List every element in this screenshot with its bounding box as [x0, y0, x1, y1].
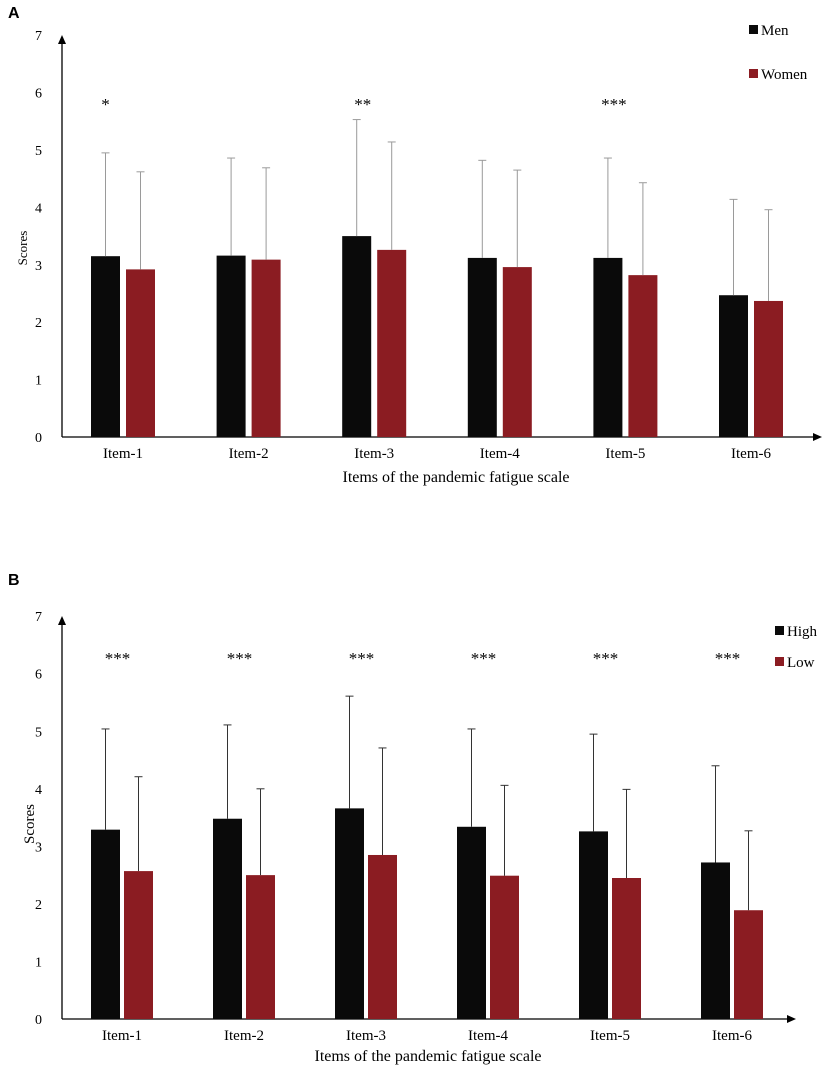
legend-label-high: High [787, 624, 818, 640]
y-tick-label-a: 7 [35, 29, 42, 44]
category-label-a: Item-1 [103, 446, 143, 462]
bar-b-low-3 [368, 854, 397, 1019]
category-label-b: Item-6 [712, 1028, 752, 1044]
y-axis-title-b: Scores [22, 804, 38, 844]
y-tick-label-b: 0 [35, 1013, 42, 1028]
y-tick-label-b: 6 [35, 668, 42, 683]
category-label-b: Item-5 [590, 1028, 630, 1044]
y-tick-label-b: 5 [35, 725, 42, 740]
bar-b-low-6 [734, 910, 763, 1019]
y-tick-label-a: 0 [35, 431, 42, 446]
bar-a-men-1 [91, 256, 120, 437]
y-tick-label-a: 6 [35, 87, 42, 102]
significance-marker-b: *** [593, 649, 619, 668]
significance-marker-b: *** [715, 649, 741, 668]
legend-label-men: Men [761, 23, 789, 39]
bar-b-high-3 [335, 808, 364, 1019]
y-tick-label-b: 7 [35, 610, 42, 625]
legend-swatch-men [749, 25, 758, 34]
x-axis-arrow-b [787, 1015, 796, 1023]
panel-label-a: A [8, 5, 20, 22]
bar-a-men-4 [467, 257, 497, 437]
significance-marker-a: ** [354, 95, 371, 114]
panel-label-b: B [8, 572, 20, 589]
significance-marker-b: *** [227, 649, 253, 668]
y-tick-label-a: 1 [35, 374, 42, 389]
bar-a-men-5 [593, 257, 623, 437]
category-label-a: Item-6 [731, 446, 771, 462]
bar-b-low-5 [612, 878, 641, 1019]
category-label-a: Item-2 [229, 446, 269, 462]
category-label-b: Item-4 [468, 1028, 508, 1044]
bar-a-men-2 [216, 255, 246, 437]
category-label-a: Item-5 [605, 446, 645, 462]
x-axis-title-b: Items of the pandemic fatigue scale [314, 1048, 541, 1065]
bar-b-low-4 [490, 875, 519, 1019]
legend-swatch-women [749, 69, 758, 78]
y-tick-label-a: 3 [35, 259, 42, 274]
bar-b-high-5 [579, 831, 608, 1019]
y-tick-label-a: 2 [35, 316, 42, 331]
bar-b-low-2 [246, 875, 275, 1019]
legend-label-women: Women [761, 67, 808, 83]
category-label-b: Item-2 [224, 1028, 264, 1044]
y-tick-label-b: 2 [35, 898, 42, 913]
y-tick-label-b: 1 [35, 955, 42, 970]
category-label-b: Item-1 [102, 1028, 142, 1044]
significance-marker-b: *** [471, 649, 497, 668]
bar-a-women-2 [251, 259, 281, 437]
bar-a-men-3 [342, 236, 372, 437]
y-tick-label-b: 4 [35, 783, 42, 798]
y-axis-title-a: Scores [15, 231, 30, 266]
bar-a-women-5 [628, 275, 658, 437]
y-tick-label-a: 4 [35, 201, 42, 216]
y-axis-arrow-a [58, 35, 66, 44]
bar-a-women-6 [754, 300, 783, 437]
category-label-a: Item-4 [480, 446, 520, 462]
significance-marker-a: *** [601, 95, 627, 114]
significance-marker-b: *** [349, 649, 375, 668]
category-label-a: Item-3 [354, 446, 394, 462]
legend-swatch-low [775, 657, 784, 666]
bar-b-high-1 [91, 829, 120, 1019]
bar-b-high-4 [457, 826, 486, 1019]
legend-swatch-high [775, 626, 784, 635]
bar-a-men-6 [719, 295, 748, 437]
bar-a-women-3 [377, 249, 407, 437]
legend-label-low: Low [787, 655, 815, 671]
bar-b-high-6 [701, 862, 730, 1019]
significance-marker-a: * [101, 95, 110, 114]
bar-b-low-1 [124, 871, 153, 1019]
y-tick-label-b: 3 [35, 840, 42, 855]
bar-a-women-1 [126, 269, 155, 437]
bar-b-high-2 [213, 818, 242, 1019]
y-tick-label-a: 5 [35, 144, 42, 159]
panel-b-chart: B 0 1 2 3 4 5 6 7 Scores Item-1 *** Item-2 *** Item-3 *… [8, 572, 818, 1065]
bar-a-women-4 [502, 267, 532, 437]
y-axis-arrow-b [58, 616, 66, 625]
category-label-b: Item-3 [346, 1028, 386, 1044]
x-axis-arrow-a [813, 433, 822, 441]
x-axis-title-a: Items of the pandemic fatigue scale [342, 469, 569, 486]
significance-marker-b: *** [105, 649, 131, 668]
panel-a-chart: A 0 1 2 3 4 5 6 7 Scores Item-1 * Item-2 Item-3 ** Item… [8, 5, 822, 486]
